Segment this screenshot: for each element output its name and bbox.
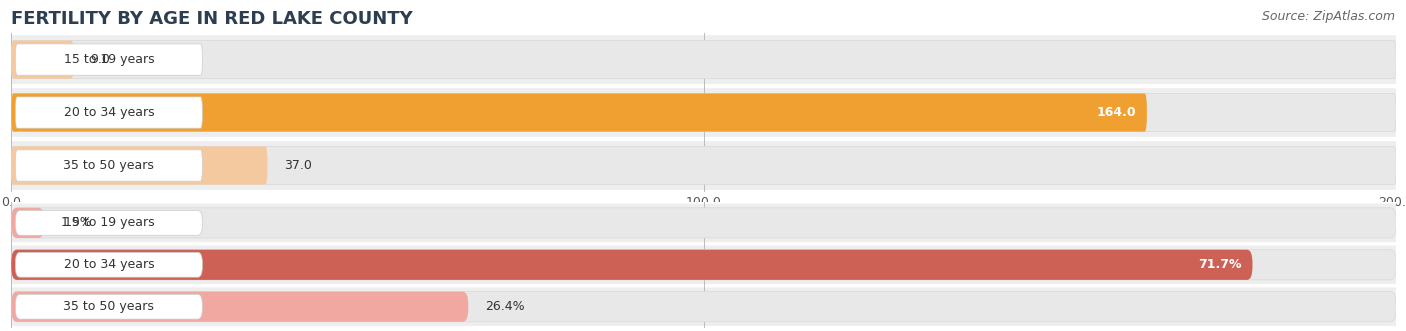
Text: 37.0: 37.0 [284,159,312,172]
FancyBboxPatch shape [11,93,1396,132]
FancyBboxPatch shape [15,253,202,277]
Text: FERTILITY BY AGE IN RED LAKE COUNTY: FERTILITY BY AGE IN RED LAKE COUNTY [11,10,413,28]
Text: 26.4%: 26.4% [485,300,524,313]
FancyBboxPatch shape [11,246,1396,284]
FancyBboxPatch shape [11,40,1396,79]
Text: 1.9%: 1.9% [60,216,93,229]
FancyBboxPatch shape [11,35,1396,84]
FancyBboxPatch shape [11,40,73,79]
FancyBboxPatch shape [15,150,202,181]
FancyBboxPatch shape [15,97,202,128]
FancyBboxPatch shape [11,208,1396,238]
Text: Source: ZipAtlas.com: Source: ZipAtlas.com [1261,10,1395,23]
FancyBboxPatch shape [11,141,1396,190]
FancyBboxPatch shape [11,250,1253,280]
FancyBboxPatch shape [11,146,267,185]
FancyBboxPatch shape [11,292,1396,322]
FancyBboxPatch shape [11,250,1396,280]
Text: 20 to 34 years: 20 to 34 years [63,258,155,271]
FancyBboxPatch shape [11,287,1396,326]
Text: 15 to 19 years: 15 to 19 years [63,53,155,66]
FancyBboxPatch shape [15,44,202,75]
FancyBboxPatch shape [15,294,202,319]
FancyBboxPatch shape [11,146,1396,185]
Text: 20 to 34 years: 20 to 34 years [63,106,155,119]
FancyBboxPatch shape [11,88,1396,137]
Text: 71.7%: 71.7% [1198,258,1241,271]
Text: 35 to 50 years: 35 to 50 years [63,159,155,172]
Text: 15 to 19 years: 15 to 19 years [63,216,155,229]
Text: 35 to 50 years: 35 to 50 years [63,300,155,313]
Text: 9.0: 9.0 [90,53,110,66]
FancyBboxPatch shape [11,208,44,238]
Text: 164.0: 164.0 [1097,106,1136,119]
FancyBboxPatch shape [11,93,1147,132]
FancyBboxPatch shape [11,204,1396,242]
FancyBboxPatch shape [11,292,468,322]
FancyBboxPatch shape [15,211,202,235]
